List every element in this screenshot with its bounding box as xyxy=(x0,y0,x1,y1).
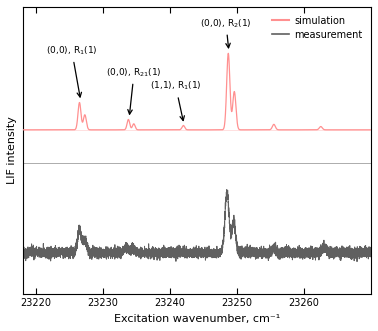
Legend: simulation, measurement: simulation, measurement xyxy=(268,12,366,43)
X-axis label: Excitation wavenumber, cm⁻¹: Excitation wavenumber, cm⁻¹ xyxy=(114,314,280,324)
Text: (0,0), R$_1$(1): (0,0), R$_1$(1) xyxy=(46,44,98,97)
Text: (0,0), R$_{21}$(1): (0,0), R$_{21}$(1) xyxy=(106,66,162,114)
Y-axis label: LIF intensity: LIF intensity xyxy=(7,117,17,184)
Text: (1,1), R$_1$(1): (1,1), R$_1$(1) xyxy=(150,80,201,120)
Text: (0,0), R$_2$(1): (0,0), R$_2$(1) xyxy=(200,17,252,48)
